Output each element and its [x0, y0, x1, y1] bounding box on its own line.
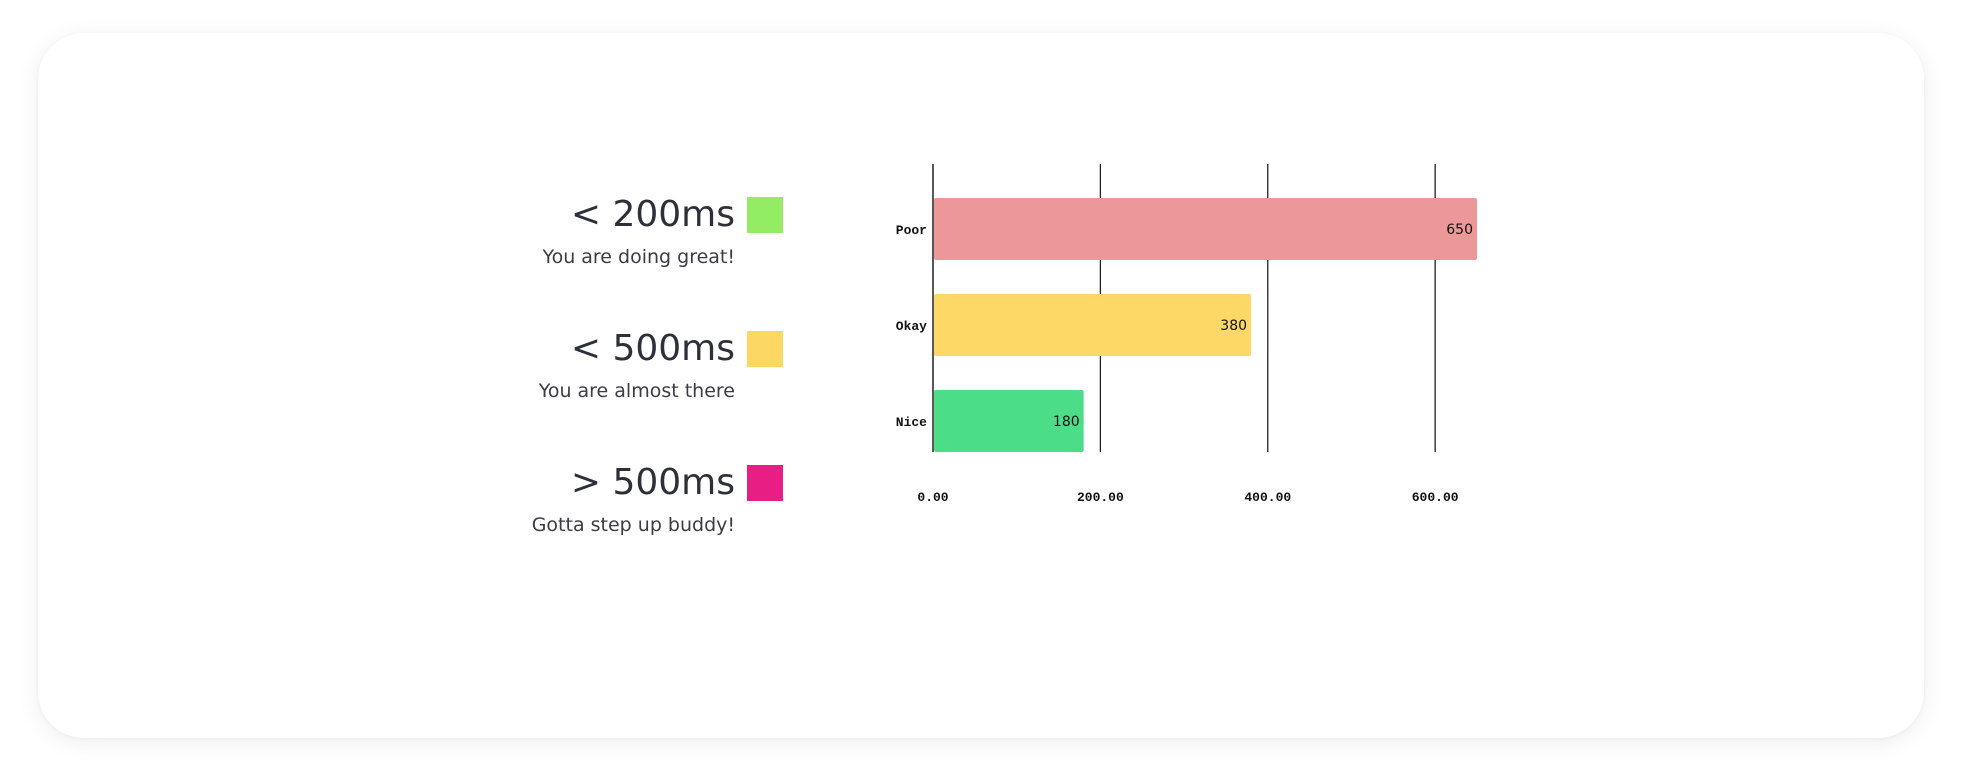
legend-description: Gotta step up buddy! [531, 514, 735, 536]
bar-value-label: 650 [1446, 222, 1473, 238]
legend-swatch [747, 331, 783, 367]
x-tick-label: 0.00 [917, 490, 948, 505]
x-tick-label: 400.00 [1244, 490, 1291, 505]
bar [934, 390, 1084, 452]
legend-title: < 200ms [570, 194, 735, 235]
category-label: Okay [896, 319, 927, 334]
x-tick-label: 600.00 [1412, 490, 1459, 505]
bar-value-label: 380 [1220, 318, 1247, 334]
bar-chart: 650 Poor 380 Okay 180 Nice 0.00 200.00 400.00 600… [896, 164, 1477, 505]
legend-item-header: < 200ms [571, 193, 783, 237]
dashboard-card: < 200ms You are doing great! < 500ms You… [38, 33, 1924, 738]
legend-item-fast: < 200ms You are doing great! [383, 193, 783, 313]
bar [934, 198, 1477, 260]
legend-description: You are doing great! [542, 246, 735, 268]
legend-swatch [747, 197, 783, 233]
legend-item-medium: < 500ms You are almost there [383, 327, 783, 447]
bar [934, 294, 1252, 356]
legend-title: < 500ms [570, 328, 735, 369]
bar-value-label: 180 [1053, 414, 1080, 430]
legend-item-slow: > 500ms Gotta step up buddy! [383, 461, 783, 581]
legend-swatch [747, 465, 783, 501]
legend-item-header: < 500ms [571, 327, 783, 371]
x-tick-label: 200.00 [1077, 490, 1124, 505]
category-label: Nice [896, 415, 927, 430]
category-label: Poor [896, 223, 927, 238]
legend-description: You are almost there [538, 380, 735, 402]
legend: < 200ms You are doing great! < 500ms You… [38, 33, 798, 738]
legend-item-header: > 500ms [571, 461, 783, 505]
legend-title: > 500ms [570, 462, 735, 503]
